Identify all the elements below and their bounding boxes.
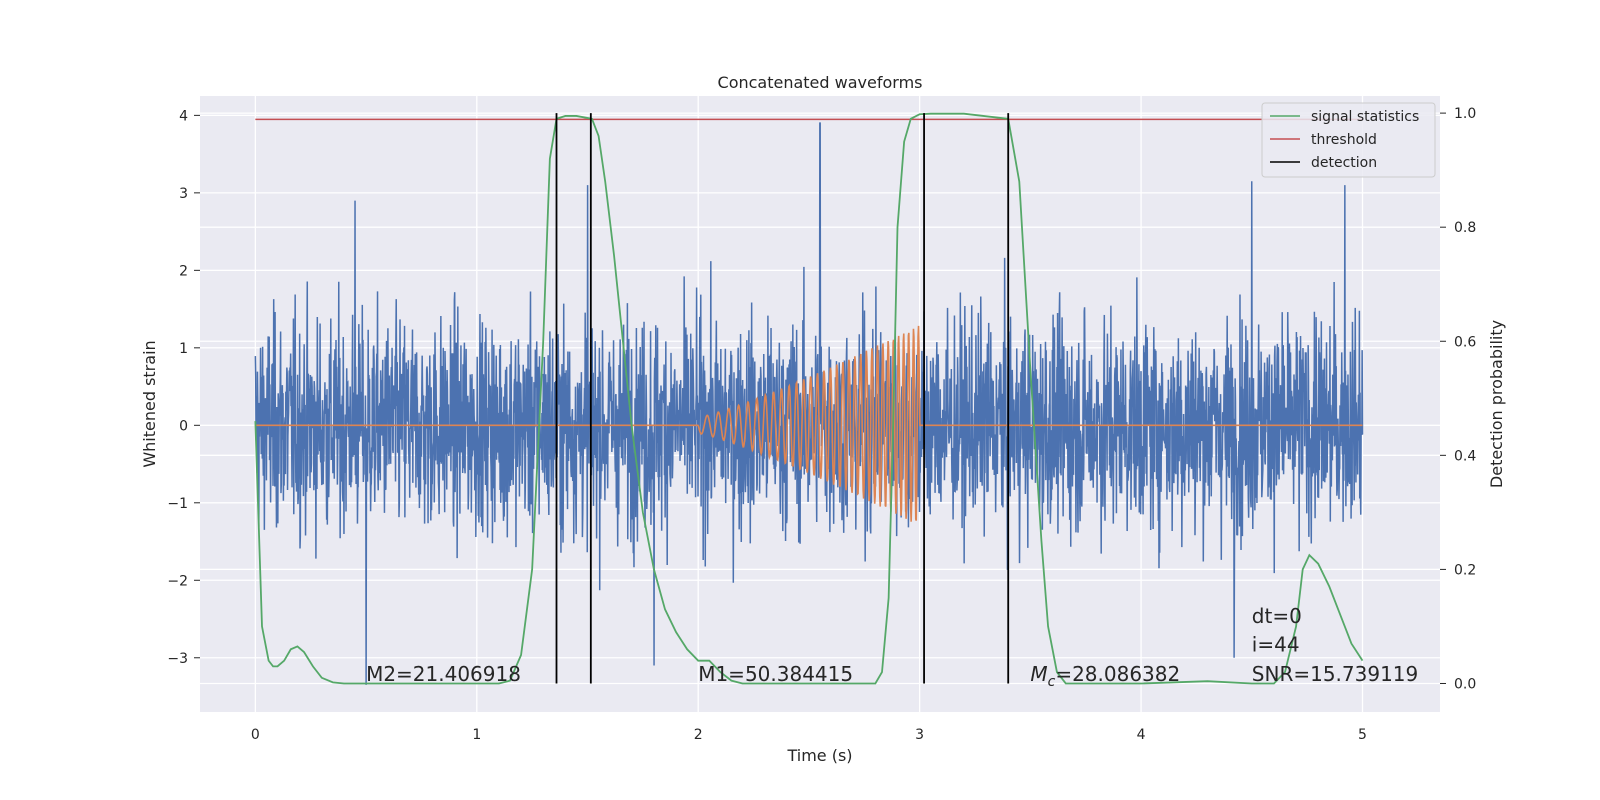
annotation-text: M2=21.406918 (366, 662, 521, 686)
x-tick-label: 1 (472, 727, 481, 743)
y-tick-label: −2 (167, 573, 188, 589)
y-tick-label: −1 (167, 496, 188, 512)
annotation-subscript: c (1048, 674, 1056, 690)
y2-axis-label: Detection probability (1487, 320, 1506, 488)
y-tick-label: 3 (179, 186, 188, 202)
y-axis-label: Whitened strain (140, 340, 159, 467)
y2-tick-label: 1.0 (1454, 106, 1476, 122)
annotation-value: =28.086382 (1055, 662, 1180, 686)
signal-statistics-line (254, 112, 1364, 685)
y-tick-label: 0 (179, 418, 188, 434)
annotation-prefix: M (1030, 662, 1047, 686)
x-tick-label: 5 (1358, 727, 1367, 743)
x-tick-label: 0 (251, 727, 260, 743)
y-tick-label: 2 (179, 263, 188, 279)
y2-tick-label: 0.4 (1454, 448, 1476, 464)
legend-label-detection: detection (1311, 155, 1377, 171)
x-axis-label: Time (s) (786, 746, 852, 765)
axes: 0 1 2 3 4 5 −3 −2 −1 0 1 2 3 4 0.0 0.2 0.4 0.6 0.8 1.0 M2=21… (167, 106, 1476, 743)
y2-tick-label: 0.6 (1454, 334, 1476, 350)
x-tick-label: 4 (1137, 727, 1146, 743)
legend-label-signal-statistics: signal statistics (1311, 109, 1419, 125)
annotation-text: M1=50.384415 (698, 662, 853, 686)
y2-tick-label: 0.0 (1454, 676, 1476, 692)
chart-title: Concatenated waveforms (718, 73, 923, 92)
y-tick-label: 1 (179, 341, 188, 357)
annotation-text: SNR=15.739119 (1252, 662, 1418, 686)
y-tick-label: 4 (179, 108, 188, 124)
annotation-text: dt=0 (1252, 604, 1302, 628)
annotation-text: i=44 (1252, 633, 1300, 657)
y-tick-label: −3 (167, 651, 188, 667)
y2-tick-label: 0.2 (1454, 562, 1476, 578)
y2-tick-label: 0.8 (1454, 220, 1476, 236)
legend-label-threshold: threshold (1311, 132, 1377, 148)
injected-chirp-line (255, 325, 1363, 522)
x-tick-label: 3 (915, 727, 924, 743)
annotation-text: Mc=28.086382 (1030, 662, 1180, 690)
legend-box (1261, 102, 1436, 178)
x-tick-label: 2 (694, 727, 703, 743)
legend: signal statistics threshold detection (1261, 102, 1436, 178)
plot-content (254, 112, 1364, 685)
